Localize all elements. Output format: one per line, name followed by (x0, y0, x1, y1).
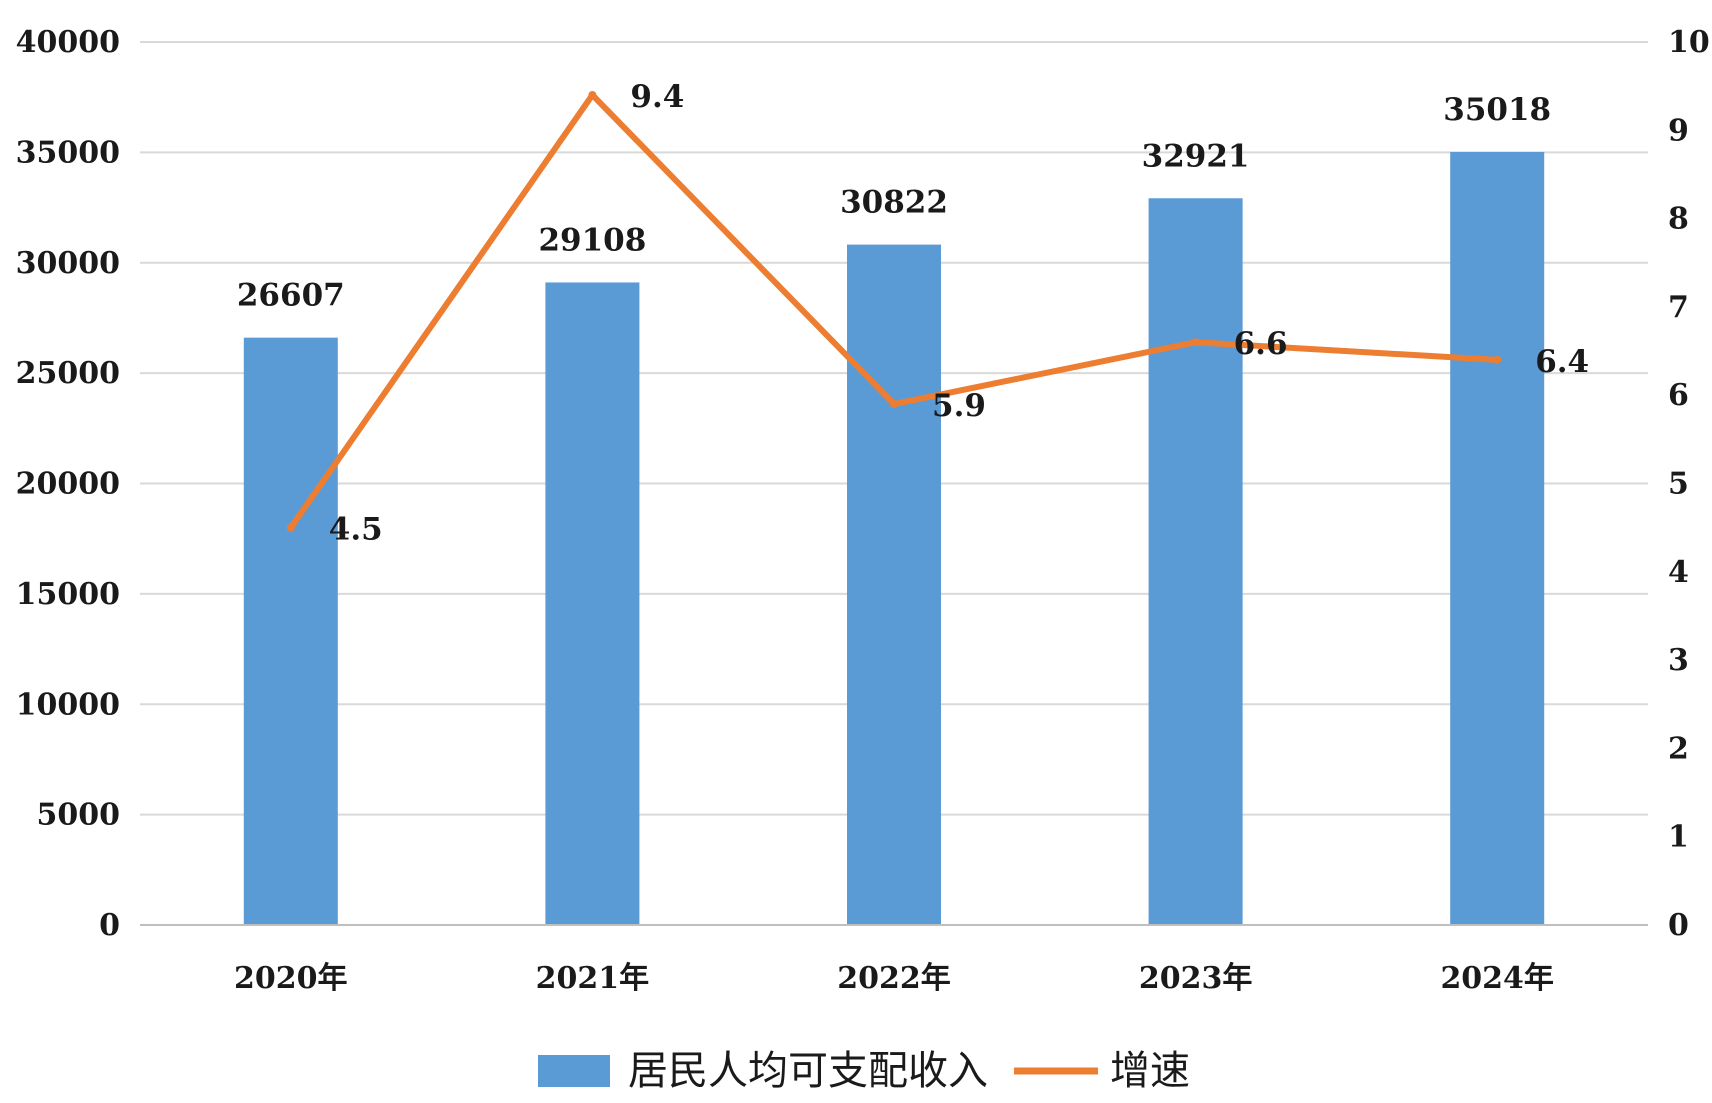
y-left-tick-label: 25000 (16, 356, 120, 391)
y-left-tick-label: 15000 (16, 577, 120, 612)
bar (1450, 151, 1545, 925)
y-left-tick-label: 10000 (16, 687, 120, 722)
line-series (286, 90, 1502, 532)
x-tick-label: 2022年 (837, 961, 951, 996)
y-right-tick-label: 4 (1668, 555, 1689, 590)
bar (1148, 198, 1243, 925)
bar-data-labels: 26607 29108 30822 32921 35018 (237, 92, 1551, 314)
y-right-tick-label: 1 (1668, 820, 1689, 855)
x-tick-label: 2020年 (234, 961, 348, 996)
y-left-tick-label: 30000 (16, 246, 120, 281)
x-tick-label: 2024年 (1440, 961, 1554, 996)
legend-swatch-bar (538, 1055, 610, 1087)
legend: 居民人均可支配收入 增速 (538, 1048, 1190, 1094)
line-point (1493, 355, 1502, 364)
line-data-label: 6.4 (1535, 344, 1589, 380)
legend-label-bar: 居民人均可支配收入 (628, 1048, 988, 1094)
line-point (588, 90, 597, 99)
y-left-tick-label: 5000 (37, 798, 121, 833)
line-point (286, 523, 295, 532)
right-axis: 0 1 2 3 4 5 6 7 8 9 10 (1668, 25, 1710, 943)
line-data-label: 9.4 (630, 79, 684, 115)
y-right-tick-label: 2 (1668, 731, 1689, 766)
line-data-label: 4.5 (329, 512, 383, 548)
x-tick-label: 2021年 (536, 961, 650, 996)
y-left-tick-label: 40000 (16, 25, 120, 60)
x-axis: 2020年 2021年 2022年 2023年 2024年 (140, 924, 1648, 996)
y-right-tick-label: 10 (1668, 25, 1710, 60)
line-point (1191, 338, 1200, 347)
line-point (890, 400, 898, 409)
y-right-tick-label: 8 (1668, 202, 1689, 237)
y-left-tick-label: 35000 (16, 135, 120, 170)
y-right-tick-label: 6 (1668, 378, 1689, 413)
y-right-tick-label: 5 (1668, 467, 1689, 502)
bar (545, 282, 640, 925)
bar-data-label: 26607 (237, 278, 345, 314)
bar-data-label: 30822 (840, 185, 948, 221)
y-left-tick-label: 20000 (16, 467, 120, 502)
line-data-labels: 4.5 9.4 5.9 6.6 6.4 (329, 79, 1589, 548)
legend-label-line: 增速 (1110, 1048, 1190, 1094)
line-data-label: 5.9 (932, 388, 986, 424)
bar (847, 244, 941, 925)
y-right-tick-label: 3 (1668, 643, 1689, 678)
bar-series (243, 151, 1545, 925)
y-right-tick-label: 7 (1668, 290, 1689, 325)
y-right-tick-label: 9 (1668, 113, 1689, 148)
left-axis: 0 5000 10000 15000 20000 25000 30000 35000 40000 (16, 25, 120, 943)
x-tick-label: 2023年 (1139, 961, 1253, 996)
bar-data-label: 29108 (538, 222, 646, 258)
y-right-tick-label: 0 (1668, 908, 1689, 943)
bar-data-label: 32921 (1142, 138, 1250, 174)
line-data-label: 6.6 (1234, 326, 1288, 362)
bar-data-label: 35018 (1443, 92, 1551, 128)
bar (243, 337, 338, 925)
y-left-tick-label: 0 (99, 908, 120, 943)
